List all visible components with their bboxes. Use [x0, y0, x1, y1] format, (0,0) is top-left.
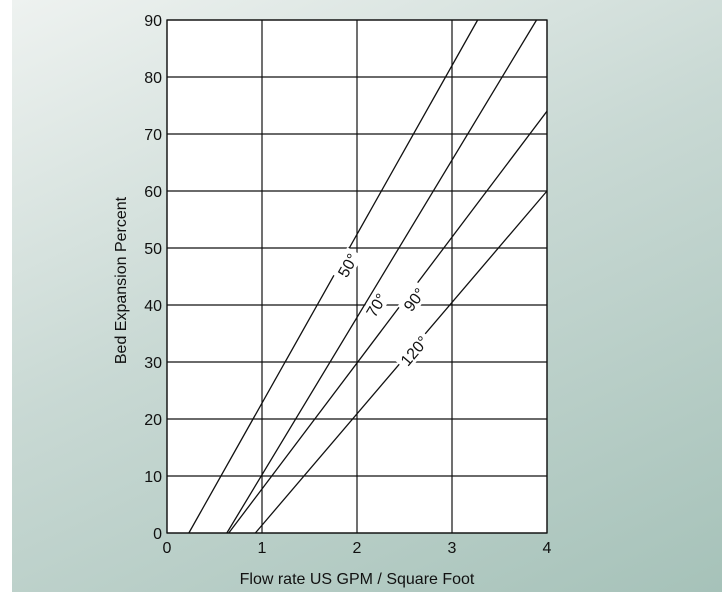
grid-lines: [166, 19, 548, 534]
x-tick-label: 4: [543, 540, 552, 557]
y-tick-label: 30: [144, 355, 162, 372]
x-tick-label: 2: [353, 540, 362, 557]
series-line: [188, 19, 479, 534]
curve-label-bg: [394, 329, 434, 372]
x-tick-label: 1: [258, 540, 267, 557]
x-tick-label: 0: [163, 540, 172, 557]
y-tick-label: 50: [144, 241, 162, 258]
y-tick-label: 70: [144, 127, 162, 144]
curve-label-bg: [360, 287, 392, 323]
y-tick-label: 10: [144, 469, 162, 486]
curve-label-bg: [397, 281, 431, 318]
series-line: [228, 110, 548, 534]
y-tick-label: 60: [144, 184, 162, 201]
curve-label-bg: [332, 247, 363, 284]
y-tick-label: 20: [144, 412, 162, 429]
x-tick-label: 3: [448, 540, 457, 557]
series-lines: [188, 19, 548, 534]
y-tick-label: 90: [144, 13, 162, 30]
x-tick-labels: 0 1 2 3 4: [163, 540, 552, 557]
y-tick-label: 40: [144, 298, 162, 315]
x-axis-label: Flow rate US GPM / Square Foot: [240, 571, 475, 588]
y-tick-labels: 0 10 20 30 40 50 60 70 80 90: [144, 13, 162, 543]
y-tick-label: 80: [144, 70, 162, 87]
y-tick-label: 0: [153, 526, 162, 543]
series-line: [226, 19, 538, 534]
y-axis-label: Bed Expansion Percent: [113, 196, 130, 364]
